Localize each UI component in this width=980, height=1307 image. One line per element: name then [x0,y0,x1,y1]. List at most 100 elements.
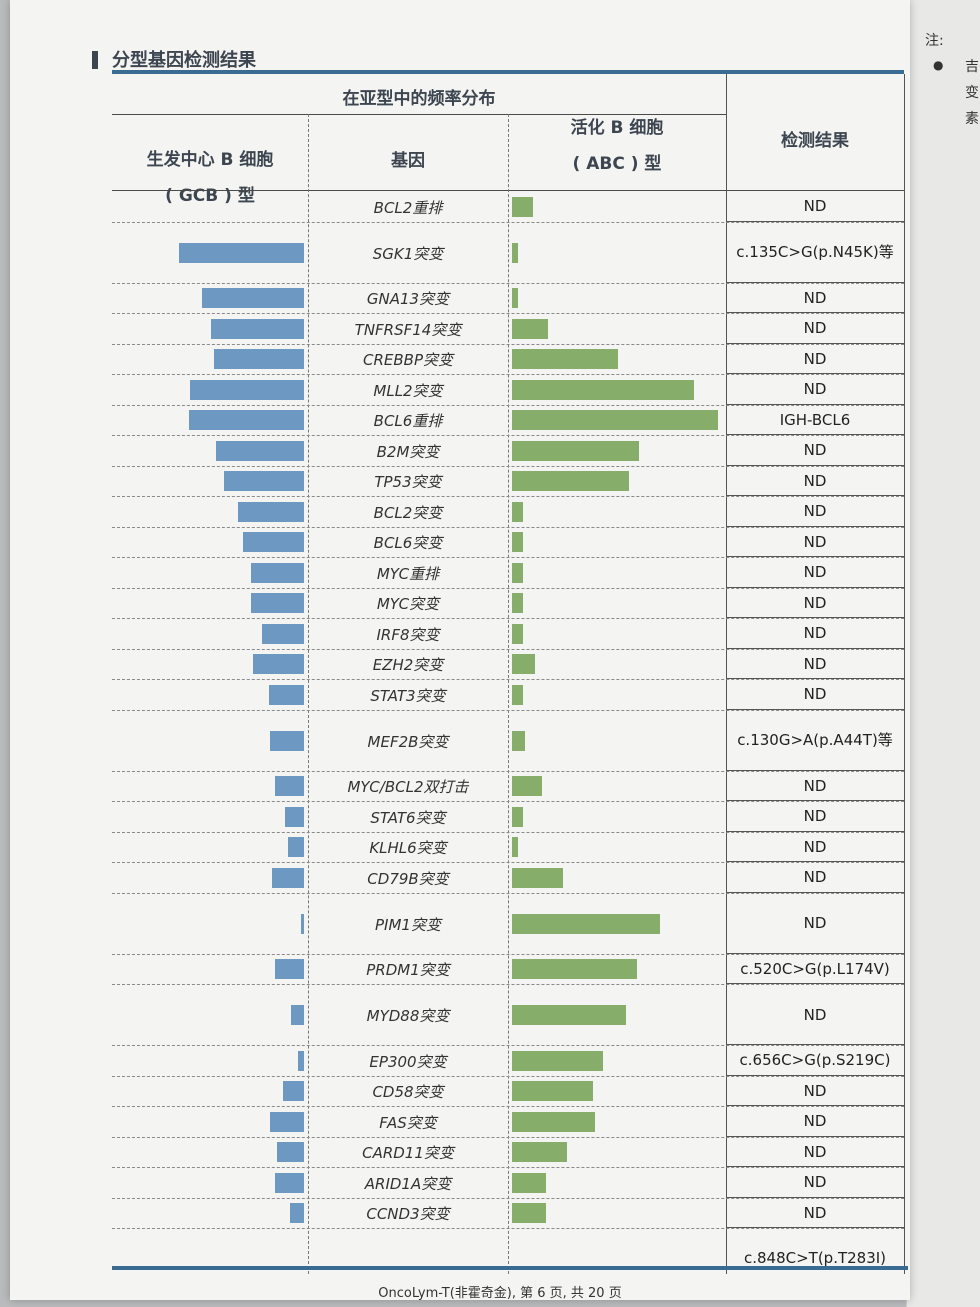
gcb-frequency-bar [284,806,304,827]
header-gene: 基因 [391,151,425,171]
side-bullet: ● [933,58,944,72]
gene-name: CCND3突变 [366,1205,450,1224]
table-row: c.848C>T(p.T283I) [112,1229,904,1287]
gcb-frequency-bar [188,410,304,431]
gene-name: SGK1突变 [372,244,444,263]
table-row: GNA13突变 ND [112,284,904,314]
table-row: KLHL6突变 ND [112,833,904,863]
gcb-frequency-bar [224,471,304,492]
table-row: BCL6突变 ND [112,528,904,558]
detection-result: ND [726,528,904,557]
gene-name: ARID1A突变 [364,1174,452,1193]
detection-result: ND [726,650,904,679]
abc-frequency-bar [512,471,629,492]
gcb-frequency-bar [291,1005,304,1025]
abc-frequency-bar [512,318,549,339]
gene-name: MYC/BCL2双打击 [347,778,469,797]
abc-frequency-bar [512,532,523,553]
detection-result: ND [726,1199,904,1228]
header-gcb: 生发中心 B 细胞 ( GCB ) 型 [146,150,274,206]
abc-frequency-bar [512,837,519,858]
detection-result: ND [726,1168,904,1198]
abc-frequency-bar [512,1005,627,1025]
detection-result: ND [726,802,904,832]
table-row: MYD88突变 ND [112,985,904,1046]
gene-name: MYC重排 [376,564,440,583]
detection-result: ND [726,1107,904,1137]
gcb-frequency-bar [179,242,304,263]
gene-frequency-table: 在亚型中的频率分布 生发中心 B 细胞 ( GCB ) 型 基因 活化 B 细胞… [112,70,905,1274]
table-row: CD79B突变 ND [112,863,904,894]
abc-frequency-bar [512,593,523,614]
detection-result: c.656C>G(p.S219C) [726,1046,904,1076]
gcb-frequency-bar [288,837,304,858]
table-row: B2M突变 ND [112,436,904,467]
detection-result: ND [726,619,904,649]
detection-result: ND [726,467,904,496]
gcb-frequency-bar [211,318,304,339]
table-row: CREBBP突变 ND [112,345,904,375]
detection-result: ND [726,345,904,374]
gcb-frequency-bar [300,913,304,934]
side-note-label: 注: [925,33,944,49]
detection-result: ND [726,314,904,344]
gcb-frequency-bar [272,867,304,888]
abc-frequency-bar [512,1050,604,1071]
gene-name: BCL2突变 [373,503,443,522]
table-row: MYC/BCL2双打击 ND [112,772,904,802]
detection-result: IGH-BCL6 [726,406,904,435]
abc-frequency-bar [512,684,523,705]
gene-name: CREBBP突变 [362,351,453,370]
table-row: MLL2突变 ND [112,375,904,406]
gene-name: B2M突变 [376,442,440,461]
gcb-frequency-bar [275,776,304,797]
gene-name: KLHL6突变 [369,839,447,858]
table-row: MEF2B突变 c.130G>A(p.A44T)等 [112,711,904,772]
gene-name: CD58突变 [372,1083,444,1102]
abc-frequency-bar [512,623,523,644]
abc-frequency-bar [512,562,523,583]
table-row: BCL2重排 ND [112,192,904,223]
gcb-frequency-bar [214,349,304,370]
detection-result: ND [726,192,904,222]
table-row: IRF8突变 ND [112,619,904,650]
gene-name: BCL2重排 [373,198,443,217]
table-row: TP53突变 ND [112,467,904,497]
gene-name: BCL6突变 [373,534,443,553]
table-row: CCND3突变 ND [112,1199,904,1229]
gene-name: MYC突变 [376,595,440,614]
gene-name: GNA13突变 [366,290,450,309]
gene-name: IRF8突变 [376,625,440,644]
gcb-frequency-bar [190,379,304,400]
abc-frequency-bar [512,410,718,431]
gcb-frequency-bar [270,730,304,751]
header-abc: 活化 B 细胞 ( ABC ) 型 [570,118,664,174]
gcb-frequency-bar [283,1081,304,1102]
gcb-frequency-bar [289,1203,304,1224]
table-row: CD58突变 ND [112,1077,904,1107]
gene-name: FAS突变 [379,1113,437,1132]
gcb-frequency-bar [251,593,304,614]
gcb-frequency-bar [276,1142,304,1163]
table-row: PIM1突变 ND [112,894,904,955]
gene-name: MEF2B突变 [367,732,449,751]
abc-frequency-bar [512,959,638,980]
table-row: EZH2突变 ND [112,650,904,680]
detection-result: ND [726,1077,904,1106]
gcb-frequency-bar [251,562,304,583]
gcb-frequency-bar [238,501,304,522]
gene-name: CARD11突变 [362,1144,454,1163]
abc-frequency-bar [512,379,695,400]
table-row: STAT3突变 ND [112,680,904,711]
gcb-frequency-bar [297,1050,304,1071]
table-row: EP300突变 c.656C>G(p.S219C) [112,1046,904,1077]
abc-frequency-bar [512,806,523,827]
table-row: CARD11突变 ND [112,1138,904,1168]
abc-frequency-bar [512,242,519,263]
detection-result: ND [726,436,904,466]
abc-frequency-bar [512,730,525,751]
gene-name: STAT3突变 [370,686,446,705]
table-row: BCL6重排 IGH-BCL6 [112,406,904,436]
table-row: MYC重排 ND [112,558,904,589]
table-row: MYC突变 ND [112,589,904,619]
